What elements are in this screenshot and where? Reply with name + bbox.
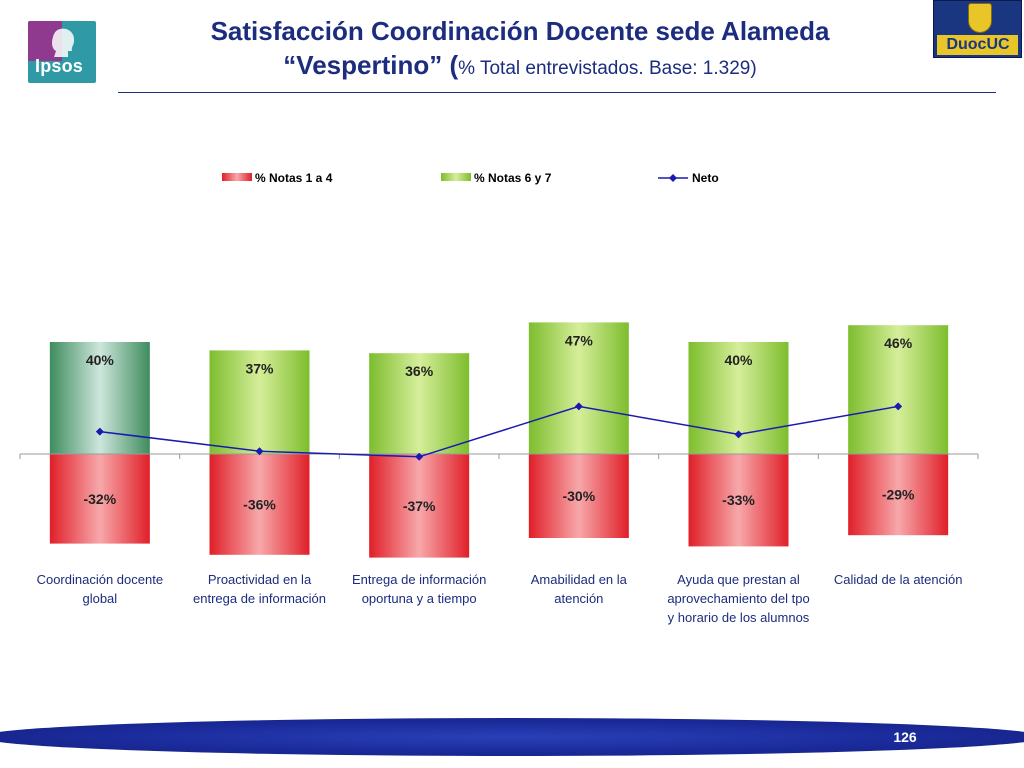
label-negative-3: -30% [562, 488, 595, 504]
net-point-4 [734, 430, 743, 439]
category-label-0-line-0: Coordinación docente [37, 572, 163, 587]
net-point-3 [574, 402, 583, 411]
category-label-4-line-1: aprovechamiento del tpo [667, 591, 809, 606]
legend-notas-1-4-label: % Notas 1 a 4 [255, 171, 333, 185]
page-title: Satisfacción Coordinación Docente sede A… [120, 14, 920, 86]
duoc-logo-bar [937, 35, 1018, 55]
category-label-1-line-0: Proactividad en la [208, 572, 312, 587]
label-negative-0: -32% [83, 491, 116, 507]
category-label-2: Entrega de información oportuna y a tiemp… [352, 572, 486, 606]
category-label-3-line-0: Amabilidad en la [531, 572, 628, 587]
category-label-0: Coordinación docente global [37, 572, 163, 606]
category-label-3-line-1: atención [554, 591, 603, 606]
category-label-1-line-1: entrega de información [193, 591, 326, 606]
legend-notas-6-7: % Notas 6 y 7 [441, 171, 552, 185]
label-negative-5: -29% [882, 487, 915, 503]
bar-negative-3 [528, 454, 629, 538]
net-series [95, 402, 903, 461]
ipsos-logo: Ipsos [28, 21, 96, 83]
chart-legend: % Notas 1 a 4 % Notas 6 y 7 Neto [222, 171, 719, 185]
label-positive-5: 46% [884, 335, 913, 351]
category-label-1: Proactividad en la entrega de información [193, 572, 326, 606]
title-line-1: Satisfacción Coordinación Docente sede A… [210, 16, 830, 46]
legend-notas-1-4-swatch [222, 173, 252, 181]
bar-negative-5 [848, 454, 949, 536]
label-positive-4: 40% [724, 352, 753, 368]
footer-bar [0, 718, 1024, 756]
title-subtitle: % Total entrevistados. Base: 1.329) [458, 58, 757, 79]
ipsos-logo-text: Ipsos [35, 56, 84, 76]
bar-negative-2 [369, 454, 470, 558]
satisfaction-chart: % Notas 1 a 4 % Notas 6 y 7 Neto 40% -32% 37… [19, 171, 979, 625]
title-paren: ( [449, 50, 459, 80]
duoc-logo-text: DuocUC [946, 36, 1010, 53]
label-positive-2: 36% [405, 363, 434, 379]
chart-axis [19, 453, 979, 459]
bar-negative-4 [688, 454, 789, 547]
title-vespertino: “Vespertino” [283, 50, 443, 80]
net-point-2 [415, 452, 424, 461]
label-positive-0: 40% [86, 352, 115, 368]
net-line [99, 405, 899, 458]
legend-neto-label: Neto [692, 171, 719, 185]
ipsos-face-icon [52, 28, 75, 57]
category-label-4: Ayuda que prestan al aprovechamiento del … [667, 572, 809, 625]
bar-negative-1 [209, 454, 310, 555]
net-point-1 [255, 447, 264, 456]
bar-positive-2 [369, 353, 470, 454]
label-negative-4: -33% [722, 492, 755, 508]
label-negative-2: -37% [403, 498, 436, 514]
category-label-2-line-0: Entrega de información [352, 572, 486, 587]
category-label-4-line-2: y horario de los alumnos [668, 610, 810, 625]
category-label-3: Amabilidad en la atención [531, 572, 628, 606]
chart-data-labels: 40% -32% 37% -36% 36% -37% 47% -30% 40% -33% 46% -2… [83, 332, 915, 513]
legend-neto-marker [669, 174, 677, 182]
label-positive-1: 37% [245, 360, 274, 376]
duoc-logo: DuocUC [933, 0, 1022, 58]
category-label-0-line-1: global [82, 591, 117, 606]
net-point-0 [95, 427, 104, 436]
bar-positive-5 [848, 325, 949, 454]
title-line-2: “Vespertino” (% Total entrevistados. Bas… [120, 48, 920, 86]
category-label-5: Calidad de la atención [834, 572, 963, 587]
label-negative-1: -36% [243, 496, 276, 512]
bar-positive-1 [209, 350, 310, 454]
net-point-5 [894, 402, 903, 411]
legend-notas-6-7-label: % Notas 6 y 7 [474, 171, 552, 185]
duoc-seal-icon [968, 3, 992, 33]
category-label-2-line-1: oportuna y a tiempo [362, 591, 477, 606]
legend-neto: Neto [658, 171, 719, 185]
label-positive-3: 47% [565, 332, 594, 348]
legend-notas-6-7-swatch [441, 173, 471, 181]
title-divider [118, 92, 996, 93]
page-number: 126 [893, 729, 917, 745]
category-labels: Coordinación docente global Proactividad e… [37, 572, 963, 625]
legend-notas-1-4: % Notas 1 a 4 [222, 171, 333, 185]
category-label-5-line-0: Calidad de la atención [834, 572, 963, 587]
category-label-4-line-0: Ayuda que prestan al [677, 572, 800, 587]
bar-negative-0 [49, 454, 150, 544]
bar-positive-3 [528, 322, 629, 454]
chart-bars [49, 322, 949, 558]
